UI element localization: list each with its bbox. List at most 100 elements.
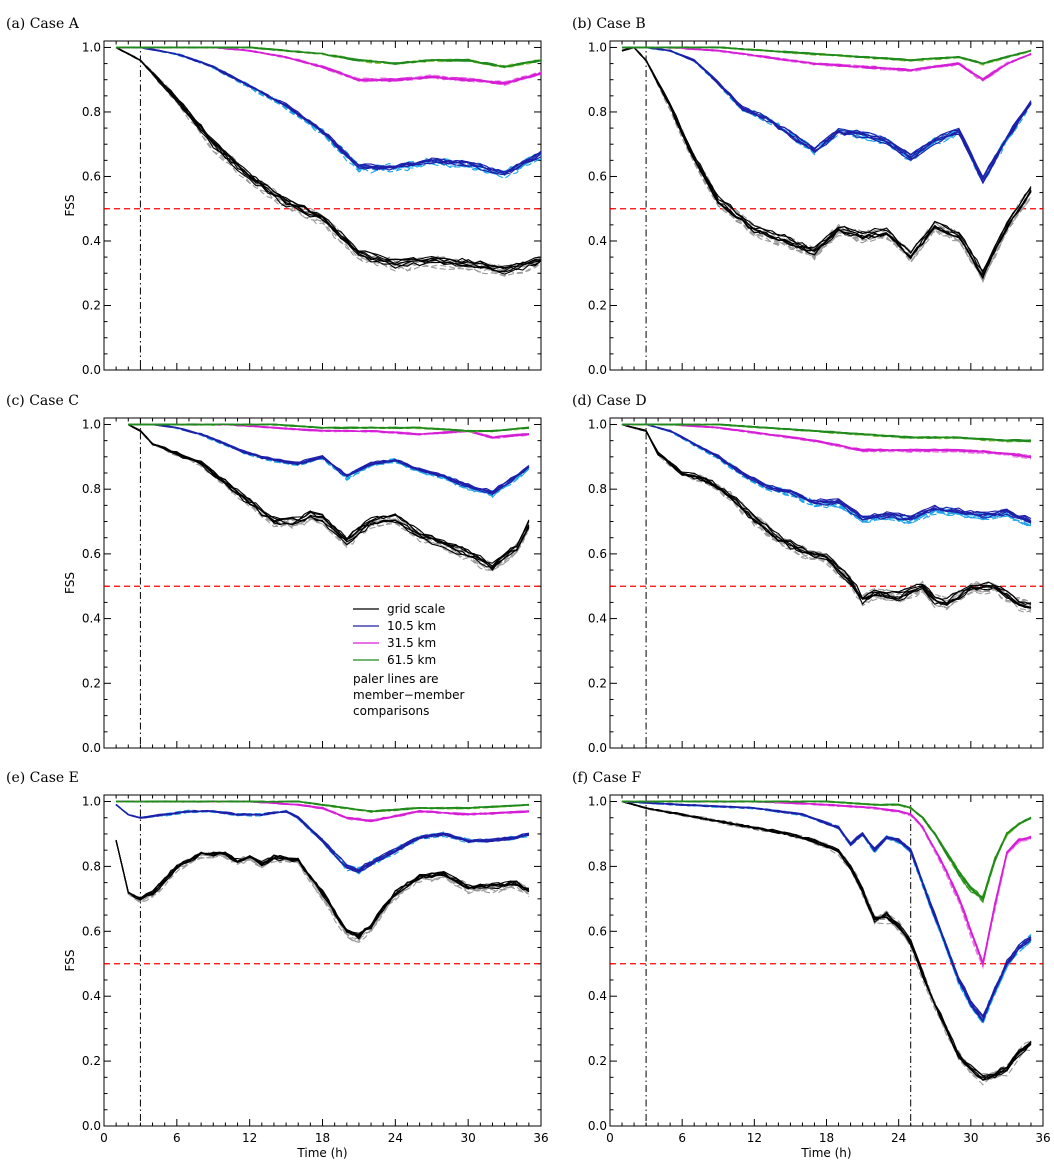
series-line-km10: [621, 46, 1032, 182]
series-line-grid-scale: [115, 46, 541, 270]
series-line-km10: [621, 46, 1032, 179]
series-line-km31: [621, 423, 1032, 457]
series-line-grid-scale: [621, 424, 1032, 605]
legend-label: 10.5 km: [387, 619, 436, 633]
series-line-grid-scale: [128, 424, 530, 564]
y-tick-label: 0.2: [588, 1054, 607, 1068]
y-tick-label: 0.2: [82, 1054, 101, 1068]
panel-1: (a) Case A 0.0 0.2 0.4 0.6 0.8 1.0 FSS: [6, 16, 542, 377]
member-line-km10: [115, 804, 529, 875]
series-line-km10: [621, 46, 1032, 178]
panel-5: (e) Case E 0.0 0.2 0.4 0.6 0.8 1.0 0 6 12 18 24 30 36…: [6, 770, 549, 1160]
series-line-grid-scale: [128, 423, 530, 567]
y-tick-label: 0.4: [82, 612, 101, 626]
member-line-grid-scale: [621, 46, 1032, 281]
member-line-km31: [621, 423, 1032, 460]
y-tick-label: 1.0: [82, 40, 101, 54]
series-line-grid-scale: [115, 839, 530, 939]
series-line-km31: [621, 800, 1032, 966]
series-line-grid-scale: [621, 800, 1032, 1079]
y-tick-label: 0.0: [588, 741, 607, 755]
member-line-km31: [116, 46, 541, 83]
y-tick-label: 0.0: [588, 363, 607, 377]
panel-title: (c) Case C: [6, 393, 79, 409]
y-tick-label: 0.8: [588, 105, 607, 119]
member-line-km31: [116, 46, 541, 85]
member-line-km10: [621, 801, 1032, 1018]
member-line-grid-scale: [115, 47, 541, 273]
series-line-km31: [116, 46, 541, 84]
panel-4: (d) Case D 0.0 0.2 0.4 0.6 0.8 1.0: [572, 393, 1044, 755]
y-tick-label: 0.8: [588, 859, 607, 873]
series-line-km31: [621, 800, 1032, 968]
series-line-km10: [622, 46, 1032, 185]
series-line-km10: [621, 46, 1032, 179]
y-axis-label: FSS: [63, 572, 77, 594]
plot-frame: [609, 40, 1044, 371]
member-line-km10: [621, 46, 1032, 180]
series-line-grid-scale: [621, 801, 1032, 1077]
y-tick-label: 0.0: [82, 1119, 101, 1133]
series-group: [621, 46, 1032, 284]
series-line-grid-scale: [128, 424, 530, 570]
y-tick-label: 0.4: [82, 989, 101, 1003]
series-line-km31: [621, 800, 1032, 964]
panel-3: (c) Case C 0.0 0.2 0.4 0.6 0.8 1.0 FSS grid scal…: [6, 393, 542, 755]
series-line-km61: [116, 46, 541, 68]
member-line-grid-scale: [128, 424, 530, 570]
series-line-km10: [116, 46, 541, 174]
series-line-km31: [116, 46, 541, 85]
x-tick-label: 0: [606, 1131, 614, 1145]
legend-label: grid scale: [387, 602, 445, 616]
series-line-km31: [621, 46, 1032, 81]
member-line-km10: [621, 800, 1032, 1021]
y-tick-label: 0.6: [588, 169, 607, 183]
series-line-km61: [116, 46, 541, 68]
series-line-km10: [621, 800, 1032, 1022]
y-tick-label: 1.0: [588, 794, 607, 808]
member-line-km61: [116, 46, 541, 69]
member-line-km61: [116, 800, 529, 813]
x-tick-label: 30: [461, 1131, 476, 1145]
member-line-grid-scale: [621, 46, 1032, 284]
member-line-grid-scale: [621, 801, 1032, 1079]
plot-frame: [103, 417, 542, 749]
member-line-grid-scale: [621, 800, 1032, 1081]
member-line-grid-scale: [621, 800, 1032, 1075]
member-line-km61: [116, 800, 529, 812]
series-line-km10: [621, 46, 1032, 185]
member-line-grid-scale: [115, 840, 529, 942]
member-line-km31: [621, 46, 1032, 80]
x-tick-label: 6: [173, 1131, 181, 1145]
member-line-km10: [116, 46, 541, 180]
series-line-km10: [621, 800, 1032, 1023]
member-line-km10: [621, 800, 1032, 1025]
member-line-km10: [116, 46, 541, 174]
series-line-km61: [116, 800, 529, 813]
y-axis-label: FSS: [63, 950, 77, 972]
series-line-km31: [621, 800, 1032, 965]
member-line-km10: [116, 46, 541, 173]
series-line-km61: [621, 46, 1032, 64]
series-line-km61: [116, 800, 529, 812]
member-line-km31: [621, 800, 1032, 965]
series-line-grid-scale: [621, 46, 1032, 275]
member-line-grid-scale: [128, 424, 530, 572]
series-line-km31: [621, 46, 1032, 80]
member-line-grid-scale: [621, 800, 1032, 1081]
member-line-km61: [116, 46, 541, 68]
legend-label: 31.5 km: [387, 636, 436, 650]
y-tick-label: 0.8: [82, 105, 101, 119]
series-line-grid-scale: [621, 423, 1032, 605]
panel-title: (f) Case F: [572, 770, 642, 786]
x-tick-label: 30: [963, 1131, 978, 1145]
member-line-grid-scale: [621, 800, 1032, 1078]
series-group: [127, 423, 530, 572]
member-line-km10: [622, 800, 1032, 1018]
series-line-km10: [621, 423, 1032, 523]
x-tick-label: 36: [533, 1131, 548, 1145]
series-line-grid-scale: [115, 840, 529, 940]
member-line-km10: [621, 800, 1032, 1025]
member-line-km31: [116, 46, 541, 84]
series-line-km10: [128, 423, 530, 496]
